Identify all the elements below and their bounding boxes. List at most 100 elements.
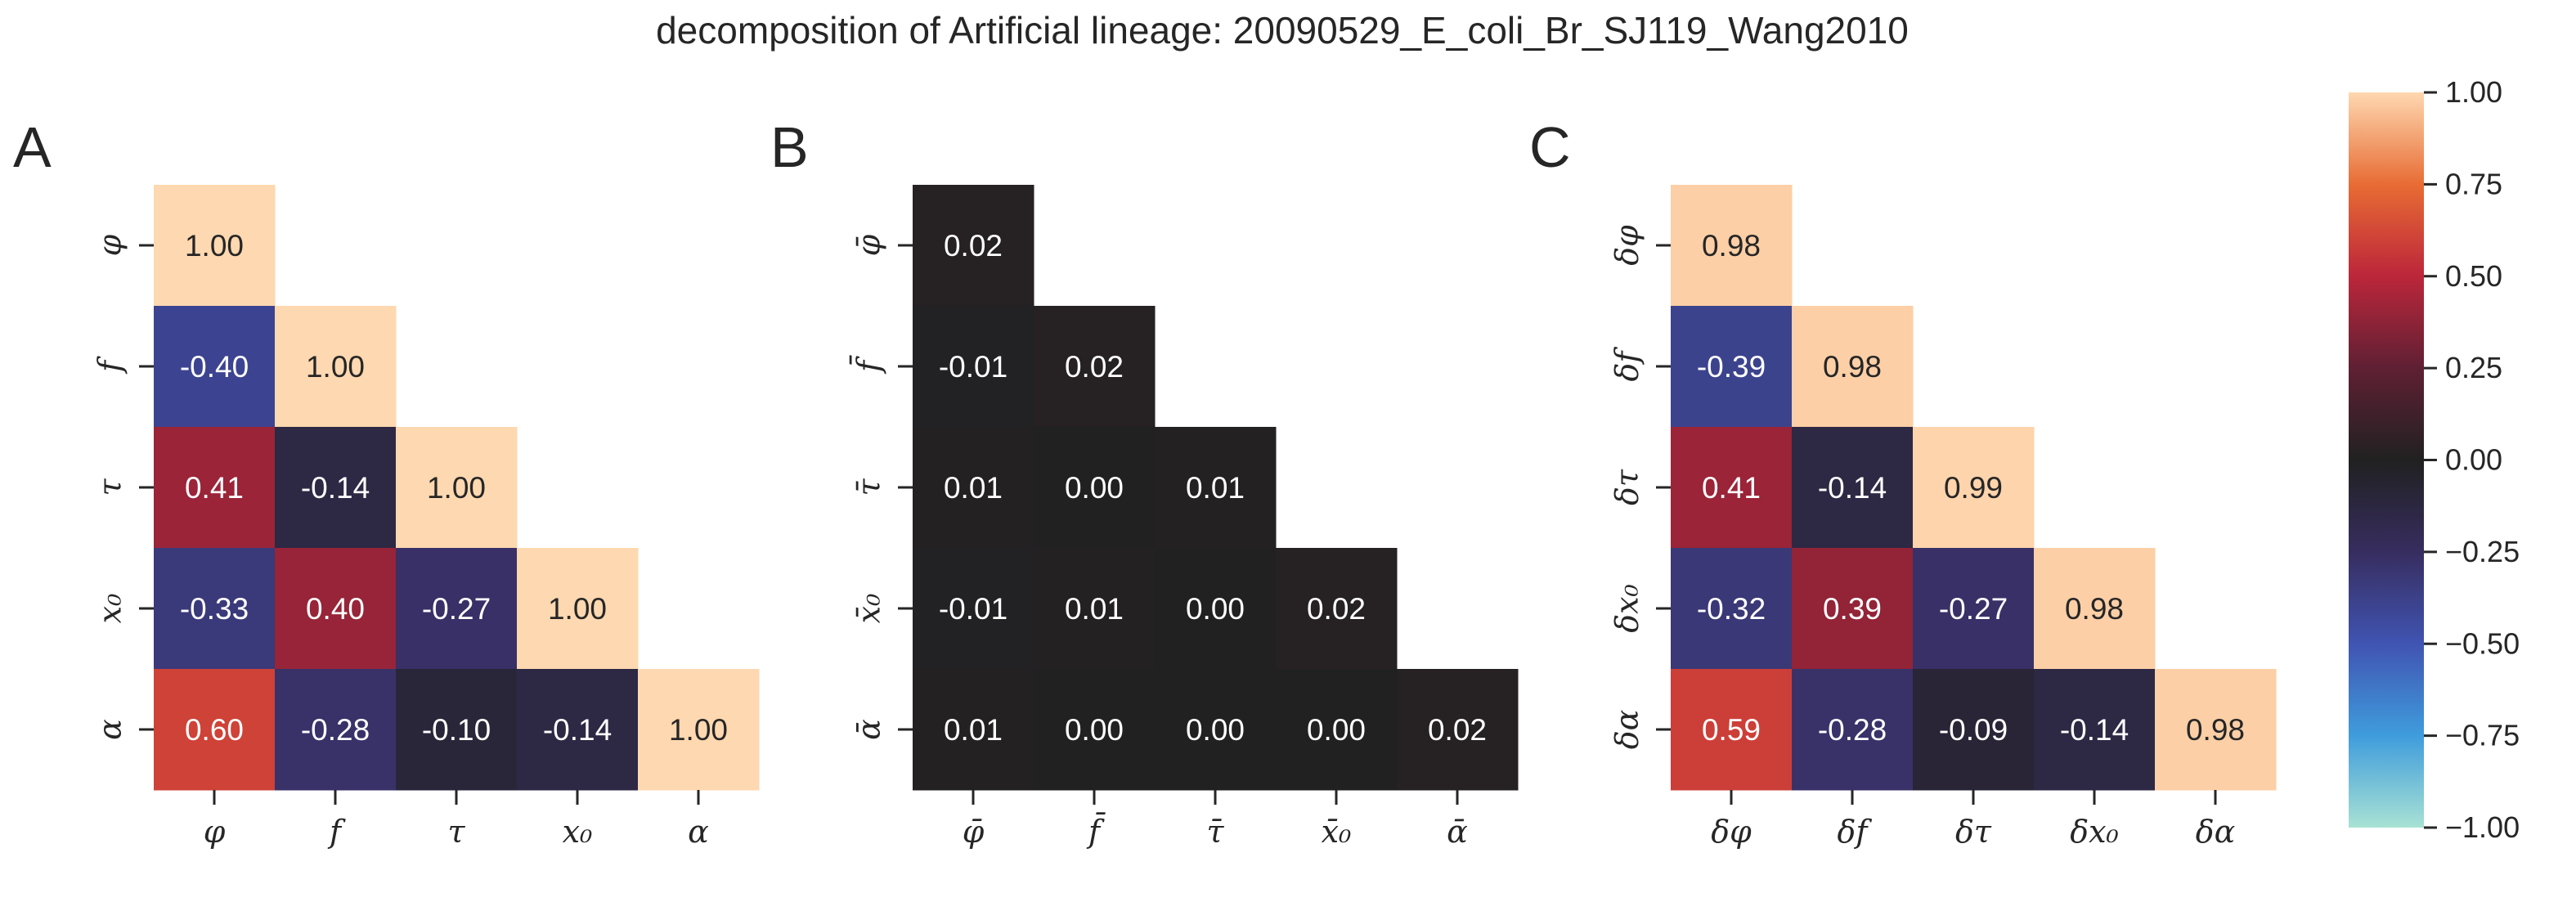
colorbar-tick-label: 0.00 [2445,443,2502,477]
cell-value-label: 1.00 [669,713,728,747]
y-tick-label: δf [1609,347,1645,382]
cell-value-label: -0.14 [543,713,612,747]
cell-value-label: 0.01 [1065,592,1124,626]
y-tick-label: δτ [1609,469,1645,505]
cell-value-label: 0.00 [1186,592,1245,626]
colorbar: 1.00 0.75 0.50 0.25 0.00 −0.25 −0.50 −0.75 −1.00 [2349,75,2520,844]
cell-value-label: 0.98 [2186,713,2245,747]
cell-value-label: 0.98 [1823,350,1882,384]
colorbar-tick-label: −0.75 [2445,719,2520,752]
colorbar-tick-label: 0.75 [2445,167,2502,200]
heatmap-cell [275,548,397,670]
heatmap-cell [517,669,639,791]
heatmap-cell [1155,427,1277,549]
x-tick-label: φ̄ [963,814,985,850]
heatmap-cell [1913,669,2035,791]
cell-value-label: 0.00 [1186,713,1245,747]
heatmap-cell [1034,427,1156,549]
y-tick-label: f [92,356,128,375]
cell-value-label: 0.00 [1065,471,1124,505]
cell-value-label: 0.98 [2065,592,2124,626]
y-tick-label: φ̄ [851,234,887,256]
x-tick-label: φ [204,814,226,850]
heatmap-cell [154,427,276,549]
x-tick-label: δf [1838,814,1873,850]
heatmap-cell [1155,548,1277,670]
heatmap-cell [1671,306,1793,428]
cell-value-label: 0.02 [1065,350,1124,384]
cell-value-label: 0.40 [306,592,365,626]
heatmap-cell [1671,427,1793,549]
heatmap-cell [517,548,639,670]
heatmap-cell [1276,548,1398,670]
cell-value-label: -0.14 [1818,471,1887,505]
x-tick-label: δφ [1711,814,1752,850]
heatmap-cell [275,427,397,549]
y-tick-label: x₀ [92,594,128,624]
cell-value-label: -0.01 [939,592,1008,626]
heatmap-cell [2034,669,2156,791]
cell-value-label: 0.01 [944,471,1003,505]
heatmap-cell [1034,548,1156,670]
cell-value-label: -0.09 [1939,713,2008,747]
y-tick-label: f̄ [850,355,886,375]
y-tick-label: τ [92,478,128,496]
colorbar-gradient [2349,92,2424,828]
heatmap-cell [154,185,276,307]
heatmap-cell [275,306,397,428]
heatmap-panels: A 1.00 -0.40 1.00 0.41 -0.14 1.00 -0.33 0.40 -0.2… [13,115,2277,850]
heatmap-cell [1671,669,1793,791]
heatmap-cell [913,548,1034,670]
y-tick-label: φ [92,234,128,256]
heatmap-cell [1671,185,1793,307]
cell-value-label: 0.02 [1307,592,1366,626]
cell-value-label: 1.00 [185,229,244,263]
heatmap-cell [913,427,1034,549]
cell-value-label: -0.27 [422,592,491,626]
y-tick-label: δα [1609,710,1645,750]
cell-value-label: -0.39 [1697,350,1766,384]
x-tick-label: x̄₀ [1322,814,1352,850]
x-tick-label: x₀ [563,814,593,850]
panel-letter: C [1529,115,1571,179]
x-tick-label: δx₀ [2070,814,2119,850]
colorbar-tick-label: 0.50 [2445,259,2502,293]
cell-value-label: -0.14 [2060,713,2129,747]
cell-value-label: 1.00 [427,471,486,505]
x-tick-label: δτ [1955,814,1992,850]
cell-value-label: 0.59 [1702,713,1761,747]
cell-value-label: -0.32 [1697,592,1766,626]
heatmap-cell [1397,669,1519,791]
cell-value-label: -0.28 [1818,713,1887,747]
y-tick-label: x̄₀ [851,594,887,624]
cell-value-label: 0.39 [1823,592,1882,626]
heatmap-cell [1913,548,2035,670]
cell-value-label: 0.98 [1702,229,1761,263]
heatmap-cell [396,669,518,791]
x-tick-label: α [688,814,709,850]
heatmap-cell [396,427,518,549]
heatmap-cell [638,669,760,791]
cell-value-label: 0.02 [1428,713,1487,747]
heatmap-cell [1913,427,2035,549]
heatmap-panel-c: C 0.98 -0.39 0.98 0.41 -0.14 0.99 -0.32 0.39 -0.2… [1529,115,2277,850]
heatmap-cell [1792,548,1914,670]
colorbar-tick-label: 1.00 [2445,75,2502,109]
heatmap-cell [1034,306,1156,428]
cell-value-label: 0.41 [185,471,244,505]
cell-value-label: -0.40 [180,350,249,384]
chart-title: decomposition of Artificial lineage: 200… [656,9,1909,52]
panel-letter: A [13,115,52,179]
cell-value-label: 0.00 [1065,713,1124,747]
cell-value-label: 0.99 [1944,471,2003,505]
heatmap-cell [1792,306,1914,428]
cell-value-label: 0.01 [1186,471,1245,505]
y-tick-label: α [92,719,128,740]
x-tick-label: δα [2196,814,2236,850]
heatmap-cell [913,669,1034,791]
y-tick-label: δx₀ [1609,584,1645,633]
heatmap-panel-b: B 0.02 -0.01 0.02 0.01 0.00 0.01 -0.01 0.01 0.00 0… [770,115,1519,850]
x-tick-label: ᾱ [1447,814,1468,850]
cell-value-label: -0.28 [301,713,370,747]
